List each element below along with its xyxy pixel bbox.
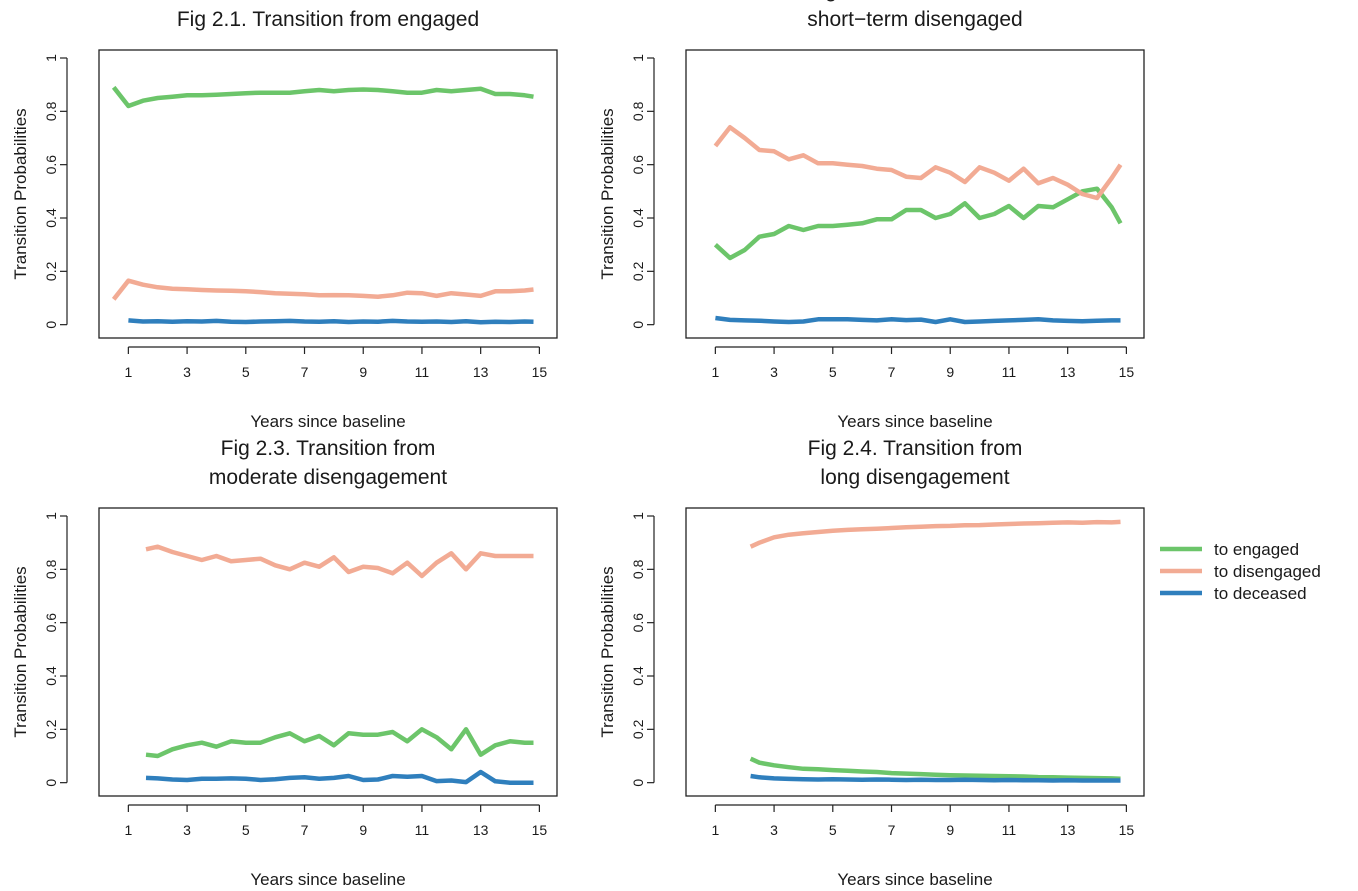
panel-2-x-axis-label: Years since baseline	[837, 412, 992, 431]
panel-2-x-tick-label: 1	[711, 364, 719, 380]
panel-3-y-tick-label: 0.2	[43, 719, 59, 739]
panel-2-x-tick-label: 15	[1119, 364, 1135, 380]
panel-3-y-tick-label: 0	[43, 779, 59, 787]
panel-3-x-tick-label: 11	[415, 822, 430, 838]
panel-1-x-tick-label: 1	[124, 364, 132, 380]
panel-3-x-tick-label: 7	[301, 822, 309, 838]
panel-4-x-tick-label: 7	[888, 822, 896, 838]
panel-4-y-tick-label: 0.4	[630, 666, 646, 686]
panel-2: Fig 2.2. Transition from short−term disen…	[598, 0, 1145, 431]
panel-4-x-tick-label: 11	[1002, 822, 1017, 838]
panel-4-y-tick-label: 0	[630, 779, 646, 787]
panel-4-title: Fig 2.4. Transition from	[808, 437, 1023, 460]
panel-1-y-tick-label: 0.6	[43, 155, 59, 175]
legend-label-deceased: to deceased	[1214, 584, 1307, 603]
panel-3-x-tick-label: 13	[473, 822, 489, 838]
panel-2-y-tick-label: 0.8	[630, 101, 646, 121]
panel-4-y-tick-label: 0.6	[630, 613, 646, 633]
panel-4-series-disengaged-line	[749, 519, 1121, 549]
panel-2-x-tick-label: 13	[1060, 364, 1076, 380]
panel-4: Fig 2.4. Transition from long disengageme…	[598, 437, 1145, 889]
panel-1-x-tick-label: 13	[473, 364, 489, 380]
panel-1-x-tick-label: 3	[183, 364, 191, 380]
panel-1-y-tick-label: 0	[43, 321, 59, 329]
panel-1-title: Fig 2.1. Transition from engaged	[177, 8, 479, 31]
panel-2-plot-frame	[685, 49, 1145, 339]
panel-1-y-tick-label: 0.8	[43, 101, 59, 121]
panel-4-x-tick-label: 9	[946, 822, 954, 838]
panel-3-y-axis-label: Transition Probabilities	[11, 566, 30, 737]
panel-3-y-tick-label: 0.8	[43, 559, 59, 579]
legend: to engaged to disengaged to deceased	[1160, 540, 1321, 603]
panel-4-plot-frame	[685, 507, 1145, 797]
panel-3-x-tick-label: 15	[532, 822, 548, 838]
panel-4-x-tick-label: 13	[1060, 822, 1076, 838]
panel-4-x-axis-label: Years since baseline	[837, 870, 992, 889]
panel-2-y-tick-label: 1	[630, 54, 646, 62]
panel-2-x-tick-label: 11	[1002, 364, 1017, 380]
legend-label-engaged: to engaged	[1214, 540, 1299, 559]
panel-4-x-tick-label: 3	[770, 822, 778, 838]
panel-4-title: long disengagement	[820, 466, 1009, 489]
panel-3-plot-frame	[98, 507, 558, 797]
panel-2-y-tick-label: 0.2	[630, 261, 646, 281]
panel-1-plot-frame	[98, 49, 558, 339]
panel-1-x-tick-label: 9	[359, 364, 367, 380]
panel-2-title: short−term disengaged	[807, 8, 1022, 31]
panel-4-y-axis-label: Transition Probabilities	[598, 566, 617, 737]
panel-1-y-tick-label: 0.2	[43, 261, 59, 281]
panel-2-x-tick-label: 9	[946, 364, 954, 380]
panel-2-series-engaged-line	[713, 186, 1123, 261]
panel-3-y-tick-label: 0.4	[43, 666, 59, 686]
panel-1-x-tick-label: 11	[415, 364, 430, 380]
panel-4-x-tick-label: 15	[1119, 822, 1135, 838]
panel-4-series-engaged-line	[749, 756, 1121, 781]
panel-1-series-deceased-line	[128, 318, 534, 325]
panel-1-y-axis-label: Transition Probabilities	[11, 108, 30, 279]
panel-2-y-tick-label: 0.6	[630, 155, 646, 175]
panel-1-y-tick-label: 0.4	[43, 208, 59, 228]
panel-2-series-deceased-line	[715, 315, 1121, 325]
panel-1: Fig 2.1. Transition from engaged 0 0.2 0.4 0…	[11, 8, 558, 431]
panel-4-series-deceased-line	[750, 773, 1121, 783]
panel-1-x-tick-label: 5	[242, 364, 250, 380]
panel-4-x-tick-label: 5	[829, 822, 837, 838]
panel-3-y-tick-label: 1	[43, 512, 59, 520]
panel-2-x-tick-label: 7	[888, 364, 896, 380]
panel-1-series-engaged-line	[111, 85, 534, 109]
panel-2-y-axis-label: Transition Probabilities	[598, 108, 617, 279]
panel-3-x-tick-label: 1	[124, 822, 132, 838]
panel-3-series-deceased-line	[145, 769, 534, 785]
panel-3-x-tick-label: 9	[359, 822, 367, 838]
panel-3-series-engaged-line	[145, 727, 534, 759]
panel-1-x-axis-label: Years since baseline	[250, 412, 405, 431]
panel-4-y-tick-label: 0.2	[630, 719, 646, 739]
panel-2-series-disengaged-line	[713, 125, 1123, 201]
panel-3: Fig 2.3. Transition from moderate disenga…	[11, 437, 558, 889]
panel-4-y-tick-label: 1	[630, 512, 646, 520]
panel-4-x-tick-label: 1	[711, 822, 719, 838]
panel-3-x-axis-label: Years since baseline	[250, 870, 405, 889]
panel-4-y-tick-label: 0.8	[630, 559, 646, 579]
panel-3-x-tick-label: 5	[242, 822, 250, 838]
panel-3-series-disengaged-line	[145, 544, 534, 579]
panel-3-x-tick-label: 3	[183, 822, 191, 838]
legend-label-disengaged: to disengaged	[1214, 562, 1321, 581]
panel-3-y-tick-label: 0.6	[43, 613, 59, 633]
panel-2-title: Fig 2.2. Transition from	[808, 0, 1023, 2]
panel-2-x-tick-label: 5	[829, 364, 837, 380]
panel-3-title: Fig 2.3. Transition from	[221, 437, 436, 460]
panel-1-y-tick-label: 1	[43, 54, 59, 62]
panel-1-x-tick-label: 7	[301, 364, 309, 380]
panel-2-x-tick-label: 3	[770, 364, 778, 380]
panel-2-y-tick-label: 0	[630, 321, 646, 329]
panel-2-y-tick-label: 0.4	[630, 208, 646, 228]
panel-1-series-disengaged-line	[111, 278, 534, 301]
panel-3-title: moderate disengagement	[209, 466, 447, 489]
panels: Fig 2.1. Transition from engaged 0 0.2 0.4 0…	[11, 0, 1145, 889]
panel-1-x-tick-label: 15	[532, 364, 548, 380]
